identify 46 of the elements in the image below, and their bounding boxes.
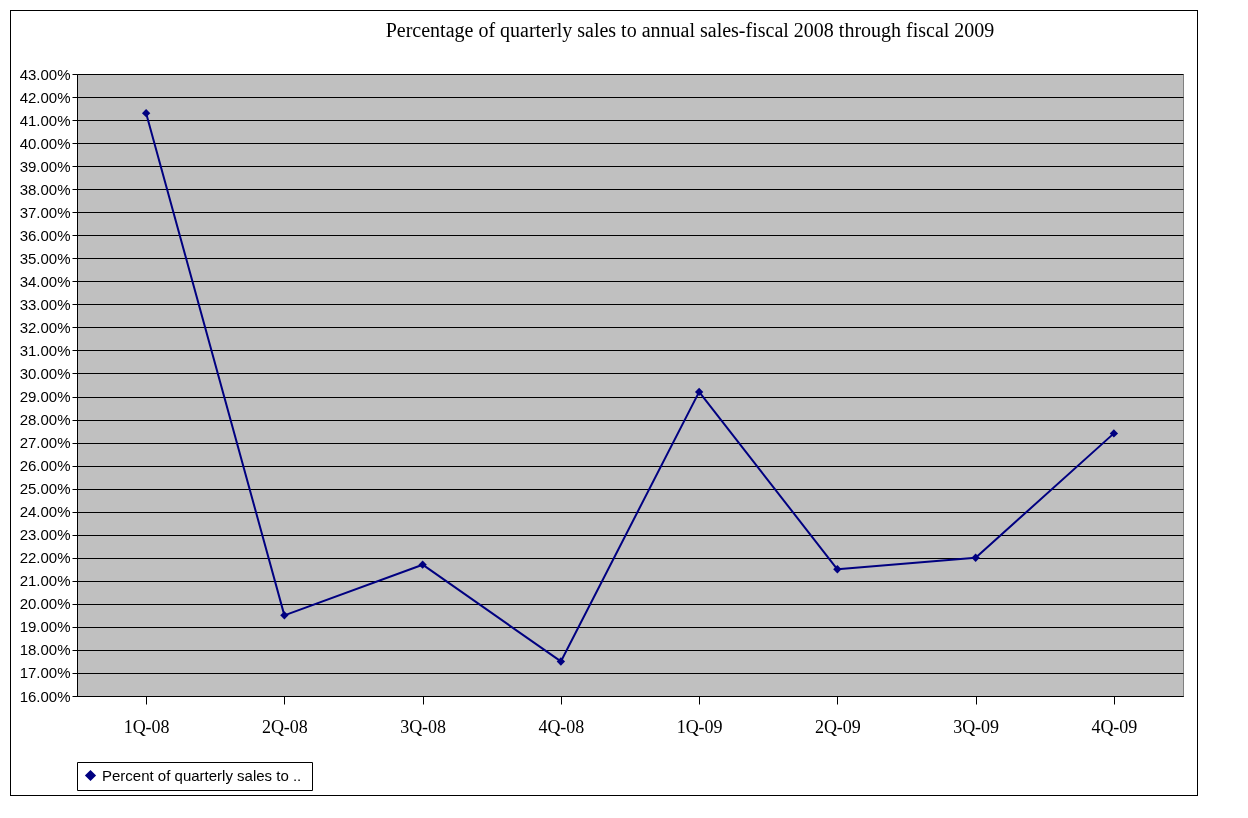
y-tick-label: 35.00% bbox=[19, 249, 71, 267]
x-tick-label: 4Q-08 bbox=[538, 716, 585, 737]
y-tick-label: 42.00% bbox=[19, 88, 71, 106]
point bbox=[280, 611, 289, 620]
y-tick-label: 17.00% bbox=[19, 664, 71, 682]
point bbox=[833, 565, 842, 574]
y-tick-label: 37.00% bbox=[19, 203, 71, 221]
y-tick-label: 18.00% bbox=[19, 641, 71, 659]
point bbox=[694, 387, 704, 397]
y-tick-label: 20.00% bbox=[19, 595, 71, 613]
y-tick-label: 36.00% bbox=[19, 226, 71, 244]
y-tick-label: 22.00% bbox=[19, 549, 71, 567]
x-tick-label: 3Q-08 bbox=[400, 716, 447, 737]
y-tick-label: 29.00% bbox=[19, 388, 71, 406]
x-tick-label: 1Q-09 bbox=[676, 716, 723, 737]
y-tick-label: 24.00% bbox=[19, 503, 71, 521]
x-tick-label: 2Q-08 bbox=[261, 716, 308, 737]
y-tick-label: 27.00% bbox=[19, 434, 71, 452]
y-tick-label: 16.00% bbox=[19, 687, 71, 705]
point bbox=[418, 560, 427, 569]
y-tick-label: 40.00% bbox=[19, 134, 71, 152]
y-tick-label: 25.00% bbox=[19, 480, 71, 498]
legend-label: Percent of quarterly sales to .. bbox=[102, 766, 302, 784]
y-tick-label: 43.00% bbox=[19, 65, 71, 83]
point bbox=[556, 657, 566, 666]
point bbox=[971, 553, 980, 562]
point bbox=[1109, 429, 1119, 438]
y-tick-label: 34.00% bbox=[19, 272, 71, 290]
y-tick-label: 19.00% bbox=[19, 618, 71, 636]
y-tick-label: 38.00% bbox=[19, 180, 71, 198]
point bbox=[141, 108, 151, 118]
y-tick-label: 41.00% bbox=[19, 111, 71, 129]
y-tick-label: 23.00% bbox=[19, 526, 71, 544]
y-tick-label: 33.00% bbox=[19, 295, 71, 313]
y-tick-label: 21.00% bbox=[19, 572, 71, 590]
y-tick-label: 39.00% bbox=[19, 157, 71, 175]
x-tick-label: 1Q-08 bbox=[123, 716, 170, 737]
y-tick-label: 30.00% bbox=[19, 364, 71, 382]
y-tick-label: 31.00% bbox=[19, 341, 71, 359]
y-tick-label: 26.00% bbox=[19, 457, 71, 475]
x-tick-label: 2Q-09 bbox=[814, 716, 861, 737]
chart-title: Percentage of quarterly sales to annual sales-fiscal 2008 through fiscal 2009 bbox=[385, 19, 995, 42]
y-tick-label: 32.00% bbox=[19, 318, 71, 336]
y-tick-label: 28.00% bbox=[19, 411, 71, 429]
x-tick-label: 4Q-09 bbox=[1091, 716, 1138, 737]
x-tick-label: 3Q-09 bbox=[953, 716, 1000, 737]
